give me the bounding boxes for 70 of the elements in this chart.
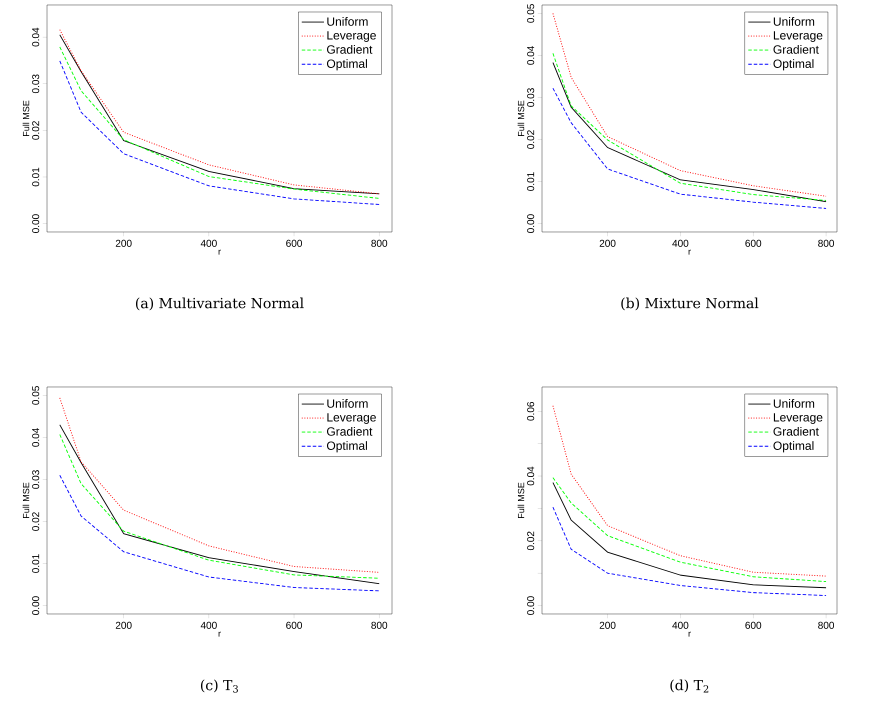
y-tick-label: 0.00 — [32, 596, 40, 615]
x-axis-title: r — [688, 632, 691, 637]
legend-label: Optimal — [326, 59, 367, 70]
y-axis-title: Full MSE — [518, 482, 524, 518]
legend-label: Uniform — [327, 17, 368, 26]
legend-label: Uniform — [774, 17, 814, 26]
y-tick-label: 0.02 — [527, 532, 534, 550]
x-tick-label: 400 — [200, 240, 217, 247]
x-tick-label: 200 — [116, 622, 132, 629]
y-tick-label: 0.04 — [32, 428, 40, 447]
legend-label: Leverage — [774, 31, 822, 42]
y-tick-label: 0.02 — [32, 512, 40, 531]
y-tick-label: 0.06 — [527, 402, 534, 421]
text: (c) T$_{3}$ — [200, 680, 238, 693]
legend-label: Uniform — [774, 399, 814, 408]
x-tick-label: 600 — [745, 622, 762, 629]
x-tick-label: 400 — [672, 240, 688, 247]
y-tick-label: 0.01 — [32, 168, 40, 186]
text: (a) Multivariate Normal — [136, 298, 304, 310]
x-axis-title: r — [688, 250, 691, 255]
legend-label: Leverage — [774, 413, 822, 424]
x-tick-label: 800 — [818, 240, 834, 247]
y-tick-label: 0.03 — [32, 470, 40, 489]
legend-label: Leverage — [327, 413, 376, 424]
legend-label: Gradient — [774, 44, 819, 54]
y-tick-label: 0.05 — [32, 386, 40, 405]
text: (b) Mixture Normal — [621, 298, 758, 310]
x-tick-label: 800 — [818, 622, 834, 629]
line-series — [59, 474, 380, 592]
y-axis-title: Full MSE — [22, 482, 30, 518]
y-tick-label: 0.03 — [32, 74, 40, 94]
legend-label: Optimal — [326, 441, 367, 452]
x-tick-label: 400 — [200, 622, 217, 629]
legend-label: Uniform — [327, 399, 368, 408]
x-tick-label: 600 — [745, 240, 762, 247]
legend-label: Gradient — [774, 426, 819, 436]
legend-label: Gradient — [327, 44, 372, 54]
y-tick-label: 0.04 — [527, 466, 534, 486]
x-tick-label: 400 — [672, 622, 688, 629]
x-tick-label: 200 — [116, 240, 132, 247]
y-axis-title: Full MSE — [518, 100, 524, 136]
text: (d) T$_{2}$ — [670, 680, 708, 692]
line-series — [59, 397, 380, 573]
legend-label: Optimal — [773, 441, 814, 452]
x-tick-label: 600 — [286, 240, 302, 247]
x-axis-title: r — [218, 632, 221, 637]
y-tick-label: 0.00 — [32, 214, 40, 233]
line-series — [552, 88, 827, 209]
y-tick-label: 0.05 — [527, 4, 534, 23]
y-tick-label: 0.00 — [527, 214, 534, 233]
x-tick-label: 200 — [600, 622, 616, 629]
x-tick-label: 800 — [371, 240, 388, 247]
line-series — [552, 506, 827, 596]
line-series — [552, 12, 827, 197]
x-tick-label: 200 — [600, 240, 616, 247]
y-tick-label: 0.04 — [527, 46, 534, 65]
y-tick-label: 0.03 — [527, 88, 534, 107]
y-tick-label: 0.02 — [527, 130, 534, 149]
legend-label: Gradient — [327, 426, 372, 436]
x-axis-title: r — [218, 250, 221, 255]
x-tick-label: 600 — [286, 622, 302, 629]
legend-label: Leverage — [327, 31, 376, 42]
y-tick-label: 0.00 — [527, 596, 534, 615]
y-tick-label: 0.02 — [32, 121, 40, 140]
legend-label: Optimal — [773, 59, 814, 70]
y-tick-label: 0.01 — [527, 172, 534, 191]
x-tick-label: 800 — [371, 622, 388, 629]
y-tick-label: 0.01 — [32, 554, 40, 573]
y-tick-label: 0.04 — [32, 28, 40, 46]
y-axis-title: Full MSE — [22, 100, 30, 136]
